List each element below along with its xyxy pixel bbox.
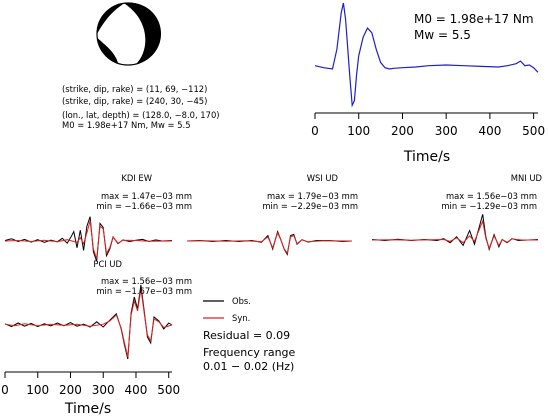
bottom-tick-label: 200 — [59, 383, 82, 397]
mechanism-line-4: M0 = 1.98e+17 Nm, Mw = 5.5 — [62, 120, 191, 130]
beachball-icon — [96, 2, 162, 66]
residual-text: Residual = 0.09 — [203, 329, 290, 342]
station-label-pci: PCI UD — [93, 259, 122, 269]
stf-tick-label: 500 — [522, 124, 545, 138]
obs-trace-pci — [4, 284, 173, 360]
syn-trace-wsi — [186, 231, 353, 255]
stf-tick-label: 400 — [478, 124, 501, 138]
obs-trace-kdi — [4, 216, 173, 262]
stf-tick-label: 0 — [311, 124, 319, 138]
syn-trace-mni — [371, 219, 538, 250]
station-label-kdi: KDI EW — [121, 173, 152, 183]
seismogram-traces — [4, 214, 539, 360]
stf-panel: 0 100 200 300 400 500 M0 = 1.98e+17 Nm Mw = 5… — [311, 2, 545, 165]
stf-tick-label: 300 — [435, 124, 458, 138]
stf-x-axis-title: Time/s — [403, 149, 450, 165]
bottom-axis: 0 100 200 300 400 500 Time/s — [1, 371, 180, 416]
station-label-wsi: WSI UD — [307, 173, 338, 183]
bottom-tick-label: 500 — [157, 383, 180, 397]
mechanism-line-3: (lon., lat, depth) = (128.0, −8.0, 170) — [62, 110, 220, 120]
bottom-tick-label: 400 — [125, 383, 148, 397]
station-max-wsi: max = 1.79e−03 mm — [267, 191, 358, 201]
frequency-range-value: 0.01 − 0.02 (Hz) — [203, 360, 294, 373]
stf-tick-label: 100 — [347, 124, 370, 138]
legend-obs-label: Obs. — [232, 296, 251, 306]
obs-trace-mni — [371, 214, 539, 252]
mechanism-line-2: (strike, dip, rake) = (240, 30, −45) — [62, 96, 207, 106]
legend: Obs. Syn. — [203, 296, 251, 323]
legend-syn-label: Syn. — [232, 313, 250, 323]
syn-trace-pci — [4, 288, 173, 358]
bottom-x-ticks: 0 100 200 300 400 500 — [1, 372, 180, 397]
stf-x-ticks: 0 100 200 300 400 500 — [311, 113, 545, 138]
obs-trace-wsi — [186, 230, 353, 256]
station-min-kdi: min = −1.66e−03 mm — [96, 201, 192, 211]
bottom-x-axis-title: Time/s — [64, 401, 111, 416]
station-min-pci: min = −1.67e−03 mm — [96, 286, 192, 296]
stf-m0-label: M0 = 1.98e+17 Nm — [414, 12, 534, 26]
bottom-tick-label: 0 — [1, 383, 9, 397]
stf-tick-label: 200 — [391, 124, 414, 138]
bottom-tick-label: 300 — [92, 383, 115, 397]
station-min-wsi: min = −2.29e−03 mm — [262, 201, 358, 211]
frequency-range-title: Frequency range — [203, 346, 296, 359]
stf-mw-label: Mw = 5.5 — [414, 28, 471, 42]
mechanism-line-1: (strike, dip, rake) = (11, 69, −112) — [62, 84, 207, 94]
stf-line — [314, 2, 539, 108]
station-max-mni: max = 1.56e−03 mm — [446, 191, 537, 201]
station-label-mni: MNI UD — [511, 173, 542, 183]
syn-trace-kdi — [4, 220, 173, 259]
station-max-pci: max = 1.56e−03 mm — [101, 276, 192, 286]
station-max-kdi: max = 1.47e−03 mm — [101, 191, 192, 201]
station-min-mni: min = −1.29e−03 mm — [441, 201, 537, 211]
bottom-tick-label: 100 — [26, 383, 49, 397]
